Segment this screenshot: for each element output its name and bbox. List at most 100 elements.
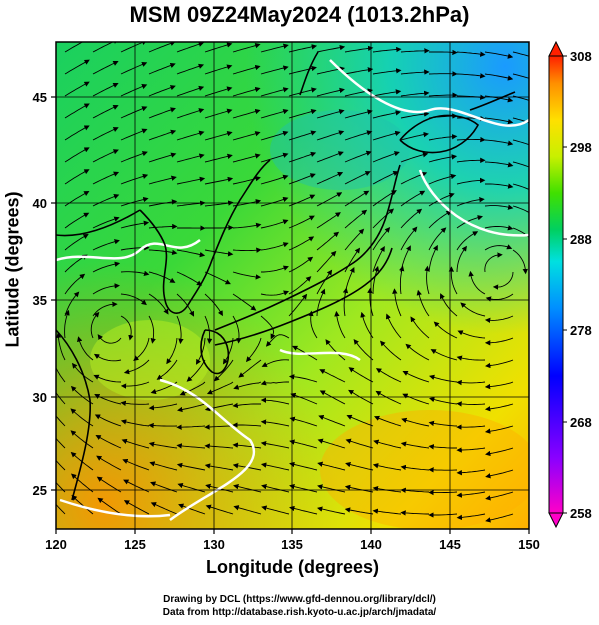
streamline: [372, 151, 400, 163]
streamline: [260, 43, 289, 53]
streamline: [428, 444, 457, 450]
streamline: [120, 151, 148, 163]
streamline: [456, 401, 486, 407]
streamline: [456, 245, 467, 273]
streamline: [485, 513, 514, 523]
streamline: [261, 484, 290, 493]
streamline: [56, 332, 66, 361]
streamline: [344, 228, 365, 251]
streamline: [261, 505, 290, 515]
streamline: [372, 171, 399, 185]
y-tick-label: 25: [33, 483, 47, 498]
streamline: [204, 443, 234, 449]
streamline: [344, 150, 372, 163]
streamline: [484, 244, 513, 251]
streamline: [428, 227, 447, 251]
streamline: [512, 205, 529, 213]
streamline: [56, 366, 66, 383]
isotherm-contours: [56, 59, 529, 522]
streamline: [120, 173, 149, 185]
streamline: [448, 266, 458, 295]
streamline: [94, 414, 122, 427]
streamline: [372, 190, 397, 207]
streamline: [400, 190, 426, 207]
streamline: [90, 311, 100, 339]
lat-lon-grid: [56, 42, 529, 529]
streamline: [92, 261, 121, 273]
streamline: [317, 438, 346, 449]
streamline: [484, 425, 514, 434]
streamline: [204, 64, 233, 75]
streamline: [92, 105, 119, 119]
colorbar-tick-label: 308: [570, 49, 592, 64]
streamline: [64, 125, 90, 141]
streamline: [348, 367, 374, 383]
streamline: [316, 212, 341, 229]
streamline: [56, 391, 66, 405]
streamline: [319, 369, 346, 383]
streamline: [148, 223, 178, 230]
streamline: [206, 381, 234, 395]
streamline: [233, 381, 262, 390]
streamline: [318, 415, 346, 427]
streamline: [232, 131, 261, 141]
y-tick-label: 30: [33, 390, 47, 405]
streamline: [64, 59, 90, 75]
colorbar-tick-label: 258: [570, 506, 592, 521]
streamline: [232, 271, 262, 280]
streamline: [400, 48, 430, 54]
streamline: [70, 473, 94, 493]
streamline: [290, 392, 318, 405]
streamline: [148, 422, 178, 429]
colorbar-min-arrow: [548, 512, 564, 529]
streamline: [148, 129, 177, 141]
streamline: [64, 190, 90, 207]
streamline: [120, 220, 150, 229]
streamline: [120, 196, 149, 207]
streamline: [238, 359, 262, 378]
streamline: [400, 441, 430, 449]
streamline: [232, 402, 262, 409]
streamline: [456, 424, 486, 430]
streamline: [178, 503, 206, 515]
y-axis-title: Latitude (degrees): [2, 191, 23, 348]
streamline: [93, 353, 122, 362]
streamline: [400, 152, 429, 163]
x-tick-label: 140: [360, 537, 382, 552]
streamline: [150, 481, 178, 493]
streamline: [260, 65, 289, 75]
streamline: [97, 334, 122, 344]
streamline: [316, 506, 346, 515]
streamline: [148, 152, 177, 163]
streamline: [64, 169, 90, 185]
streamline: [204, 42, 233, 53]
streamline: [260, 462, 290, 471]
streamline: [232, 315, 242, 344]
streamline: [372, 46, 402, 53]
streamline: [485, 359, 514, 369]
streamline: [232, 247, 262, 253]
streamline: [345, 462, 374, 471]
streamline: [120, 84, 148, 97]
streamline: [288, 215, 315, 229]
streamline: [334, 310, 346, 339]
streamline: [56, 481, 66, 493]
x-tick-label: 125: [124, 537, 146, 552]
streamline: [456, 469, 486, 476]
streamline: [64, 273, 86, 295]
streamline: [121, 438, 150, 449]
streamline: [392, 288, 402, 317]
streamline: [484, 204, 514, 210]
streamline: [64, 233, 89, 251]
streamline: [92, 194, 120, 207]
streamline: [289, 416, 318, 427]
streamline: [120, 106, 148, 119]
streamline: [400, 208, 423, 229]
streamline: [416, 289, 430, 317]
streamline: [344, 190, 370, 207]
x-axis: 120 125 130 135 140 145 150: [45, 529, 540, 552]
streamline: [316, 109, 345, 119]
streamline: [372, 130, 401, 141]
streamline: [204, 176, 234, 185]
colorbar-tick-label: 288: [570, 232, 592, 247]
